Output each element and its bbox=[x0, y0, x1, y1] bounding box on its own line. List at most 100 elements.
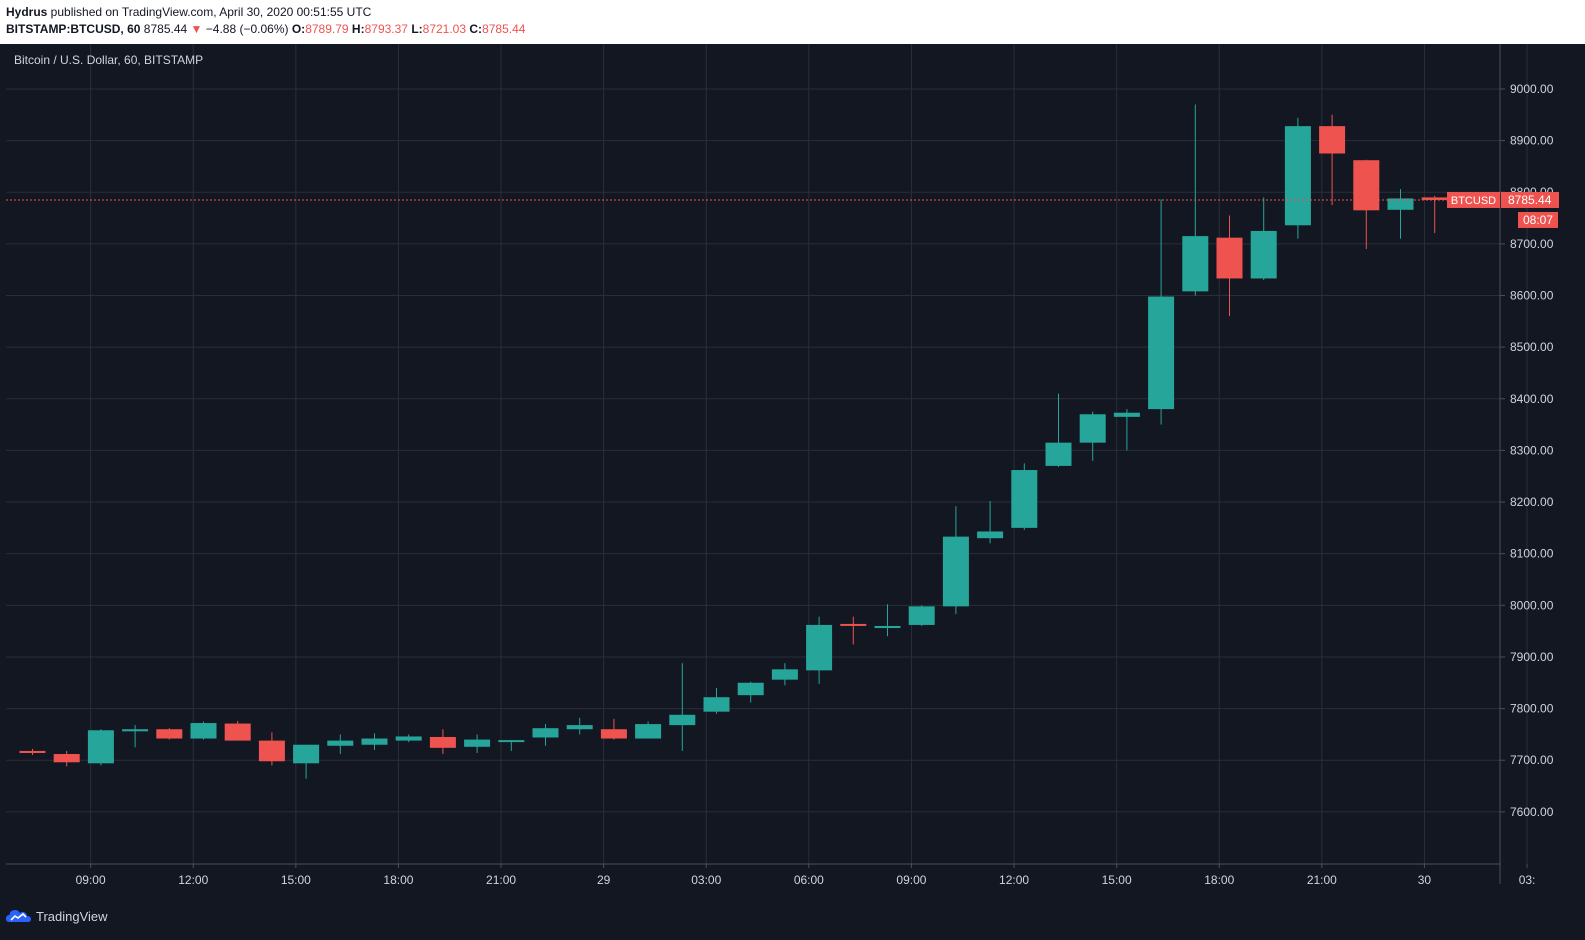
time-tick-label: 15:00 bbox=[281, 873, 311, 887]
candle-body bbox=[874, 625, 901, 629]
time-axis[interactable]: 09:00 12:00 15:00 18:00 21:00 29 03:00 06:00 09:… bbox=[76, 864, 1536, 887]
tradingview-brand: TradingView bbox=[36, 908, 108, 924]
chart-grid bbox=[6, 44, 1528, 864]
candle-body bbox=[1113, 412, 1140, 417]
time-tick-label: 12:00 bbox=[178, 873, 208, 887]
time-tick-label: 03: bbox=[1519, 873, 1536, 887]
candle bbox=[361, 733, 388, 750]
candle bbox=[1079, 411, 1106, 461]
candle bbox=[806, 616, 833, 684]
author-name[interactable]: Hydrus bbox=[6, 5, 48, 19]
candle bbox=[977, 501, 1004, 544]
candle-body bbox=[19, 750, 46, 753]
low-label: L: bbox=[411, 22, 423, 36]
close-label: C: bbox=[469, 22, 483, 36]
price-chart[interactable]: Bitcoin / U.S. Dollar, 60, BITSTAMP 9100… bbox=[0, 44, 1585, 900]
candle-body bbox=[464, 739, 491, 747]
price-change: −4.88 (−0.06%) bbox=[205, 22, 289, 36]
candle-body bbox=[258, 740, 285, 762]
symbol-badge-text: BTCUSD bbox=[1451, 195, 1496, 207]
price-badge-text: 8785.44 bbox=[1508, 193, 1552, 207]
candle-body bbox=[908, 606, 935, 625]
candle-body bbox=[703, 697, 730, 712]
candle bbox=[395, 734, 422, 743]
time-tick-label: 18:00 bbox=[383, 873, 413, 887]
candle bbox=[1113, 409, 1140, 451]
candle-body bbox=[669, 714, 696, 726]
candle-body bbox=[1319, 126, 1346, 154]
candle-body bbox=[566, 725, 593, 730]
low-value: 8721.03 bbox=[422, 22, 467, 36]
open-value: 8789.79 bbox=[305, 22, 349, 36]
candle bbox=[1284, 117, 1311, 239]
candle-body bbox=[1182, 236, 1209, 292]
price-axis[interactable]: 9100.009000.008900.008800.008700.008600.… bbox=[1500, 44, 1554, 819]
price-tick-label: 8300.00 bbox=[1510, 443, 1554, 457]
candle-body bbox=[532, 728, 559, 738]
candle-body bbox=[53, 754, 80, 763]
price-tick-label: 8500.00 bbox=[1510, 340, 1554, 354]
candle bbox=[464, 734, 491, 753]
candle bbox=[190, 721, 217, 740]
candle-body bbox=[361, 738, 388, 745]
price-tick-label: 8600.00 bbox=[1510, 289, 1554, 303]
candle bbox=[737, 681, 764, 703]
candle-body bbox=[1011, 470, 1038, 528]
candle bbox=[771, 663, 798, 686]
candle-body bbox=[1079, 414, 1106, 443]
price-tick-label: 7800.00 bbox=[1510, 702, 1554, 716]
candle bbox=[1353, 159, 1380, 250]
candle bbox=[874, 604, 901, 637]
candle bbox=[258, 732, 285, 766]
candle-body bbox=[1216, 237, 1243, 279]
price-tick-label: 7700.00 bbox=[1510, 753, 1554, 767]
candle-body bbox=[1421, 197, 1448, 200]
candle-body bbox=[429, 736, 456, 748]
candle bbox=[600, 718, 627, 740]
candle-body bbox=[737, 682, 764, 696]
candle bbox=[1319, 114, 1346, 206]
price-tick-label: 7600.00 bbox=[1510, 805, 1554, 819]
candle bbox=[1011, 463, 1038, 530]
candle-body bbox=[224, 723, 251, 741]
candle bbox=[566, 717, 593, 735]
candle bbox=[1250, 197, 1277, 281]
time-tick-label: 09:00 bbox=[76, 873, 106, 887]
price-tick-label: 8400.00 bbox=[1510, 392, 1554, 406]
candle-body bbox=[87, 730, 114, 764]
symbol-label: BITSTAMP:BTCUSD, 60 bbox=[6, 22, 141, 36]
candle bbox=[87, 729, 114, 766]
publish-text: published on TradingView.com, April 30, … bbox=[47, 5, 372, 19]
time-tick-label: 21:00 bbox=[486, 873, 516, 887]
price-tick-label: 7900.00 bbox=[1510, 650, 1554, 664]
candle bbox=[840, 616, 867, 645]
time-tick-label: 18:00 bbox=[1204, 873, 1234, 887]
time-tick-label: 09:00 bbox=[896, 873, 926, 887]
chart-header: Hydrus published on TradingView.com, Apr… bbox=[0, 0, 1585, 44]
candle bbox=[942, 506, 969, 615]
chart-background bbox=[0, 44, 1585, 900]
candle-body bbox=[840, 623, 867, 626]
chart-title: Bitcoin / U.S. Dollar, 60, BITSTAMP bbox=[14, 53, 203, 67]
candle-body bbox=[122, 729, 149, 732]
candle bbox=[635, 721, 662, 739]
tradingview-logo[interactable]: TradingView bbox=[6, 904, 108, 928]
time-tick-label: 29 bbox=[597, 873, 611, 887]
candle-body bbox=[600, 729, 627, 739]
candle-body bbox=[327, 740, 354, 746]
price-tick-label: 8700.00 bbox=[1510, 237, 1554, 251]
symbol-badge bbox=[1447, 191, 1500, 208]
candle-body bbox=[156, 729, 183, 739]
price-tick-label: 9000.00 bbox=[1510, 82, 1554, 96]
price-tick-label: 8900.00 bbox=[1510, 134, 1554, 148]
close-value: 8785.44 bbox=[482, 22, 526, 36]
candles-layer bbox=[19, 104, 1448, 779]
candle bbox=[703, 687, 730, 714]
time-tick-label: 21:00 bbox=[1307, 873, 1337, 887]
candle-body bbox=[771, 669, 798, 680]
price-tick-label: 8200.00 bbox=[1510, 495, 1554, 509]
time-tick-label: 15:00 bbox=[1102, 873, 1132, 887]
candle-body bbox=[1148, 296, 1175, 410]
candle bbox=[224, 720, 251, 741]
ohlc-legend: BITSTAMP:BTCUSD, 60 8785.44 ▼ −4.88 (−0.… bbox=[6, 22, 525, 36]
